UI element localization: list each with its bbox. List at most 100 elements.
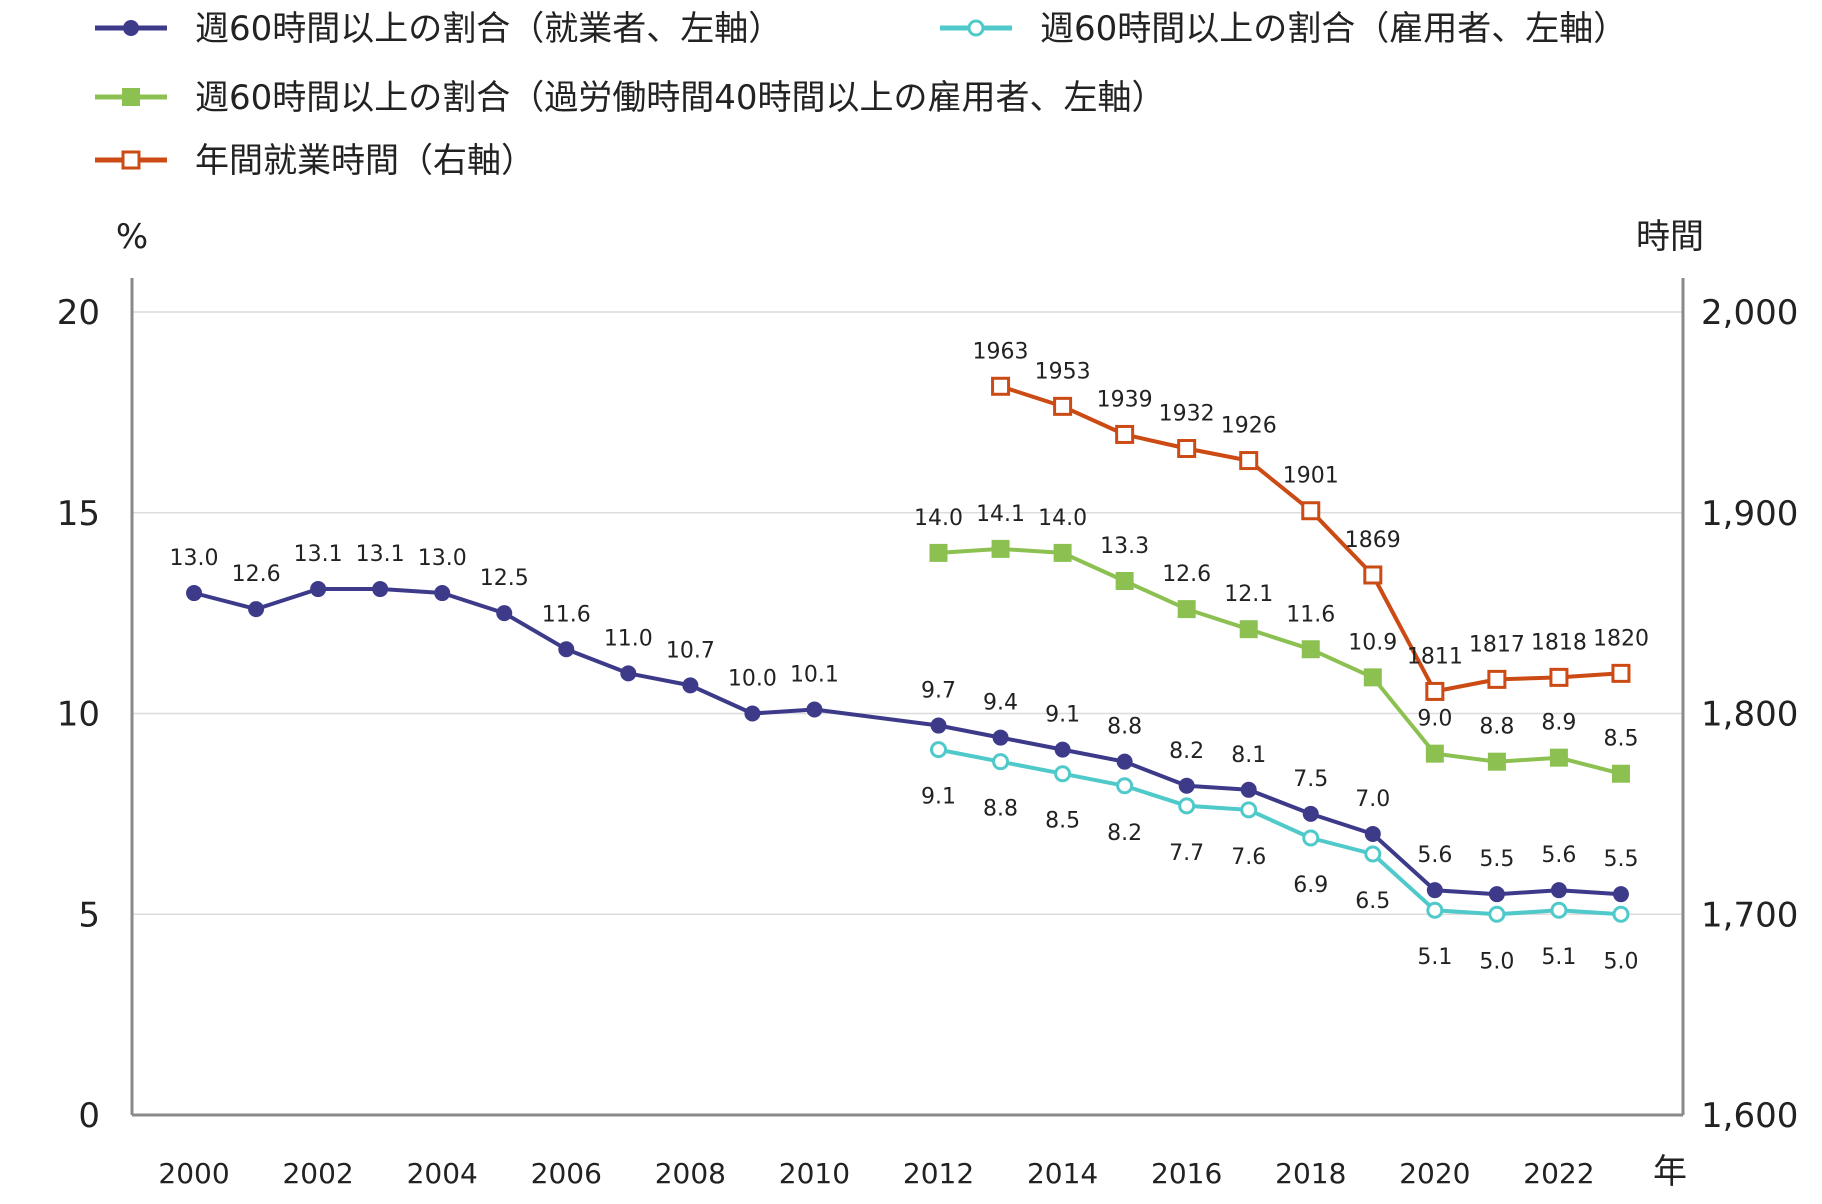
series-0-data-label: 13.1 bbox=[356, 542, 405, 567]
series-0-data-label: 7.0 bbox=[1355, 787, 1390, 812]
series-2-data-label: 12.6 bbox=[1162, 562, 1211, 587]
legend-label-0: 週60時間以上の割合（就業者、左軸） bbox=[195, 9, 782, 49]
y-left-tick-label: 5 bbox=[78, 895, 100, 935]
series-1-point bbox=[1612, 905, 1630, 923]
series-2-point bbox=[1177, 600, 1196, 619]
y-left-tick-label: 15 bbox=[57, 494, 100, 534]
series-2-data-label: 14.0 bbox=[914, 506, 963, 531]
series-3-data-label: 1817 bbox=[1469, 632, 1525, 657]
series-line-2 bbox=[938, 546, 1622, 776]
series-1-point bbox=[1488, 905, 1506, 923]
series-0-point bbox=[1116, 753, 1133, 770]
series-3-point bbox=[1115, 424, 1135, 444]
series-0-point bbox=[1550, 882, 1567, 899]
series-0-data-label: 9.1 bbox=[1045, 703, 1080, 728]
y-left-tick-label: 10 bbox=[57, 695, 100, 735]
series-0-point bbox=[744, 705, 761, 722]
series-3-data-label: 1818 bbox=[1531, 630, 1587, 655]
x-tick-label: 2004 bbox=[407, 1157, 478, 1190]
series-2-point bbox=[991, 539, 1010, 558]
series-2-data-label: 12.1 bbox=[1224, 582, 1273, 607]
series-0-data-label: 8.8 bbox=[1107, 715, 1142, 740]
series-2-point bbox=[1487, 752, 1506, 771]
series-0-point bbox=[434, 585, 451, 602]
x-unit-label: 年 bbox=[1653, 1152, 1687, 1192]
series-0-data-label: 5.5 bbox=[1603, 847, 1638, 872]
series-3-data-label: 1901 bbox=[1283, 464, 1339, 489]
x-tick-label: 2012 bbox=[903, 1157, 974, 1190]
x-tick-label: 2014 bbox=[1027, 1157, 1098, 1190]
series-2-point bbox=[1301, 640, 1320, 659]
series-1-data-label: 8.5 bbox=[1045, 809, 1080, 834]
series-0-point bbox=[1054, 741, 1071, 758]
series-line-1 bbox=[938, 747, 1622, 917]
series-1-data-label: 5.1 bbox=[1541, 945, 1576, 970]
series-1-point bbox=[1116, 777, 1134, 795]
x-tick-label: 2018 bbox=[1275, 1157, 1346, 1190]
series-1-data-label: 7.7 bbox=[1169, 841, 1204, 866]
series-0-data-label: 10.1 bbox=[790, 662, 839, 687]
series-2-point bbox=[929, 543, 948, 562]
legend-swatch-marker-2 bbox=[122, 88, 140, 106]
y-right-tick-label: 1,900 bbox=[1701, 494, 1798, 534]
series-0-data-label: 9.4 bbox=[983, 691, 1018, 716]
series-3-point bbox=[1363, 565, 1383, 585]
legend-swatch-marker-0 bbox=[123, 20, 139, 36]
series-3-point bbox=[1053, 396, 1073, 416]
y-right-tick-label: 2,000 bbox=[1701, 293, 1798, 333]
series-2-point bbox=[1239, 620, 1258, 639]
x-tick-label: 2016 bbox=[1151, 1157, 1222, 1190]
series-0-point bbox=[1612, 886, 1629, 903]
series-0-point bbox=[1240, 781, 1257, 798]
series-0-data-label: 8.1 bbox=[1231, 743, 1266, 768]
series-2-data-label: 11.6 bbox=[1286, 602, 1335, 627]
series-3-point bbox=[991, 376, 1011, 396]
series-1-data-label: 9.1 bbox=[921, 785, 956, 810]
x-tick-label: 2010 bbox=[779, 1157, 850, 1190]
x-tick-label: 2000 bbox=[158, 1157, 229, 1190]
series-0-point bbox=[806, 701, 823, 718]
series-2-data-label: 9.0 bbox=[1417, 707, 1452, 732]
series-0-point bbox=[1178, 777, 1195, 794]
series-3-data-label: 1926 bbox=[1221, 414, 1277, 439]
series-1-data-label: 6.5 bbox=[1355, 889, 1390, 914]
series-0-point bbox=[992, 729, 1009, 746]
x-tick-label: 2022 bbox=[1523, 1157, 1594, 1190]
y-left-unit-label: % bbox=[116, 217, 148, 257]
series-0-point bbox=[372, 581, 389, 598]
series-0-point bbox=[1488, 886, 1505, 903]
series-0-point bbox=[310, 581, 327, 598]
series-3-data-label: 1932 bbox=[1159, 402, 1215, 427]
series-1-point bbox=[1364, 845, 1382, 863]
series-0-point bbox=[930, 717, 947, 734]
series-1-data-label: 5.0 bbox=[1603, 949, 1638, 974]
y-right-tick-label: 1,600 bbox=[1701, 1096, 1798, 1136]
series-2-data-label: 8.8 bbox=[1479, 715, 1514, 740]
y-left-tick-label: 20 bbox=[57, 293, 100, 333]
series-0-point bbox=[248, 601, 265, 618]
series-3-data-label: 1820 bbox=[1593, 626, 1649, 651]
y-left-tick-label: 0 bbox=[78, 1096, 100, 1136]
series-2-point bbox=[1115, 572, 1134, 591]
series-0-data-label: 13.0 bbox=[418, 546, 467, 571]
series-2-point bbox=[1363, 668, 1382, 687]
series-3-point bbox=[1177, 439, 1197, 459]
series-3-data-label: 1963 bbox=[973, 339, 1029, 364]
series-3-data-label: 1953 bbox=[1035, 359, 1091, 384]
series-1-data-label: 8.8 bbox=[983, 797, 1018, 822]
series-line-0 bbox=[193, 587, 1622, 897]
series-0-data-label: 8.2 bbox=[1169, 739, 1204, 764]
series-0-data-label: 5.6 bbox=[1417, 843, 1452, 868]
series-2-data-label: 13.3 bbox=[1100, 534, 1149, 559]
series-0-point bbox=[682, 677, 699, 694]
series-1-point bbox=[1302, 829, 1320, 847]
legend-label-3: 年間就業時間（右軸） bbox=[195, 141, 535, 181]
series-0-data-label: 12.6 bbox=[232, 562, 281, 587]
series-3-data-label: 1869 bbox=[1345, 528, 1401, 553]
series-0-data-label: 5.6 bbox=[1541, 843, 1576, 868]
series-0-point bbox=[496, 605, 513, 622]
series-1-data-label: 8.2 bbox=[1107, 821, 1142, 846]
series-3-data-label: 1939 bbox=[1097, 387, 1153, 412]
